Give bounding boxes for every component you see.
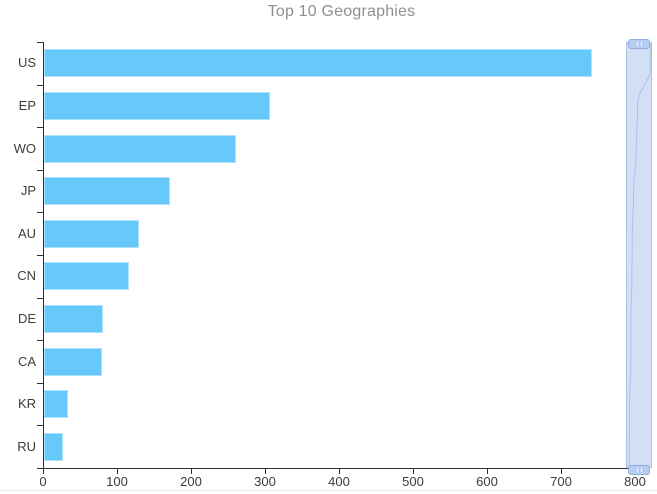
x-axis-tick-label-800: 800 xyxy=(624,474,646,489)
x-axis-line xyxy=(43,468,640,469)
y-axis-label-jp: JP xyxy=(20,183,36,199)
y-axis-tick xyxy=(37,298,43,299)
bar-ep[interactable] xyxy=(44,91,270,120)
y-axis-label-us: US xyxy=(17,55,36,71)
y-axis-tick xyxy=(37,383,43,384)
bar-ru[interactable] xyxy=(44,432,63,461)
bar-de[interactable] xyxy=(44,304,103,333)
chart-title: Top 10 Geographies xyxy=(267,3,416,20)
y-axis-tick xyxy=(37,255,43,256)
bar-au[interactable] xyxy=(44,219,139,248)
x-axis-tick-label-600: 600 xyxy=(476,474,498,489)
navigator-top-handle[interactable] xyxy=(628,39,650,49)
x-axis-tick xyxy=(487,469,488,474)
y-axis-tick xyxy=(37,425,43,426)
y-axis-label-kr: KR xyxy=(17,396,36,412)
y-axis-label-de: DE xyxy=(17,310,36,326)
bar-wo[interactable] xyxy=(44,134,236,163)
y-axis-line xyxy=(43,42,44,469)
y-axis-label-cn: CN xyxy=(17,268,36,284)
y-axis-navigator-track[interactable] xyxy=(626,42,652,469)
y-axis-tick xyxy=(37,340,43,341)
x-axis-tick-label-300: 300 xyxy=(254,474,276,489)
y-axis-tick xyxy=(37,42,43,43)
y-axis-label-au: AU xyxy=(17,225,36,241)
y-axis-label-ca: CA xyxy=(17,353,36,369)
y-axis-tick xyxy=(37,170,43,171)
navigator-bottom-handle[interactable] xyxy=(628,465,650,475)
bar-cn[interactable] xyxy=(44,262,129,291)
bar-us[interactable] xyxy=(44,49,592,78)
y-axis-tick xyxy=(37,468,43,469)
y-axis-tick xyxy=(37,85,43,86)
x-axis-tick xyxy=(413,469,414,474)
x-axis-tick xyxy=(117,469,118,474)
x-axis-tick-label-400: 400 xyxy=(328,474,350,489)
x-axis-tick xyxy=(191,469,192,474)
bar-ca[interactable] xyxy=(44,347,102,376)
x-axis-tick-label-200: 200 xyxy=(180,474,202,489)
y-axis-label-ru: RU xyxy=(17,438,36,454)
x-axis-tick xyxy=(265,469,266,474)
x-axis-tick-label-0: 0 xyxy=(39,474,47,489)
x-axis-tick xyxy=(561,469,562,474)
bar-jp[interactable] xyxy=(44,177,170,206)
y-axis-label-ep: EP xyxy=(18,97,36,113)
bar-kr[interactable] xyxy=(44,390,68,419)
x-axis-tick xyxy=(339,469,340,474)
y-axis-label-wo: WO xyxy=(13,140,36,156)
y-axis-tick xyxy=(37,127,43,128)
bottom-divider xyxy=(0,490,657,491)
x-axis-tick-label-100: 100 xyxy=(106,474,128,489)
x-axis-tick-label-700: 700 xyxy=(550,474,572,489)
x-axis-tick-label-500: 500 xyxy=(402,474,424,489)
navigator-minimap-curve xyxy=(628,43,652,469)
x-axis-tick xyxy=(43,469,44,474)
y-axis-tick xyxy=(37,212,43,213)
